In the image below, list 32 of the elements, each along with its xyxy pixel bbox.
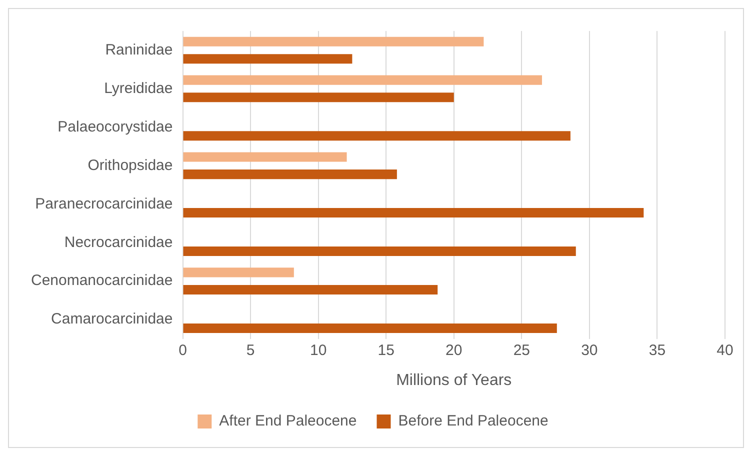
x-tick-label: 15: [378, 342, 394, 359]
y-tick-label: Raninidae: [105, 41, 173, 58]
legend-label: Before End Paleocene: [398, 412, 548, 430]
x-tick-label: 25: [513, 342, 530, 359]
bar: [183, 36, 484, 46]
legend-label: After End Paleocene: [219, 412, 357, 430]
bar: [183, 323, 557, 333]
y-tick-label: Cenomanocarcinidae: [30, 272, 173, 290]
x-tick-label: 35: [648, 342, 666, 359]
bar: [183, 75, 542, 85]
x-tick-label: 40: [716, 342, 734, 359]
y-tick-label: Paranecrocarcinidae: [35, 195, 173, 212]
bar: [183, 54, 352, 64]
y-tick-label: Camarocarcinidae: [51, 310, 173, 328]
y-tick-label: Palaeocorystidae: [58, 118, 173, 136]
x-tick-label: 10: [310, 342, 327, 359]
bar: [183, 208, 644, 218]
bar: [183, 170, 397, 180]
y-tick-label: Orithopsidae: [88, 156, 173, 174]
bar: [183, 284, 438, 295]
y-tick-label: Necrocarcinidae: [64, 234, 173, 251]
bar: [183, 268, 294, 278]
bar: [183, 152, 347, 162]
x-tick-label: 30: [581, 342, 598, 359]
bar: [183, 246, 576, 256]
x-axis-title: Millions of Years: [396, 372, 512, 389]
x-tick-label: 20: [446, 342, 462, 359]
y-tick-label: Lyreididae: [104, 80, 173, 97]
bar: [183, 92, 454, 102]
bar: [183, 131, 570, 141]
x-tick-label: 5: [246, 342, 255, 359]
x-tick-label: 0: [178, 342, 187, 359]
